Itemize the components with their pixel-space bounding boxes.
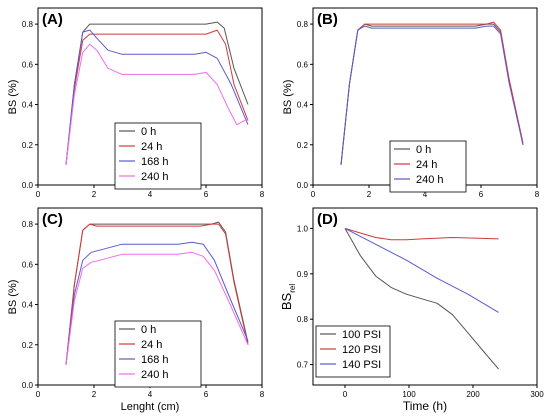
panel-b: 0 2 4 6 8 0.0 0.2 0.4 0.6 0.8 (B) BS (%) 0 h 24 h 240 …	[282, 7, 540, 199]
y-tick-label: 0.0	[297, 181, 309, 190]
panel-a: 0 2 4 6 8 0.0 0.2 0.4 0.6 0.8 (A) BS (%) 0 h 24 h 168 …	[7, 7, 265, 199]
x-tick-label: 300	[530, 390, 544, 399]
x-tick-label: 6	[204, 190, 209, 199]
panel-label: (D)	[317, 211, 338, 228]
series-line-240-h	[65, 43, 249, 165]
x-tick-label: 0	[36, 390, 41, 399]
y-tick-label: 0.2	[297, 141, 309, 150]
y-tick-label: 0.0	[22, 181, 34, 190]
legend-box	[114, 320, 202, 388]
x-tick-label: 0	[343, 390, 348, 399]
y-axis-label: BS (%)	[7, 280, 19, 315]
legend-entry: 120 PSI	[342, 344, 381, 356]
panel-label: (C)	[42, 211, 63, 228]
legend-entry: 168 h	[141, 354, 169, 366]
legend: 0 h 24 h 168 h 240 h	[114, 122, 202, 190]
x-tick-label: 2	[92, 190, 97, 199]
y-axis-label-main: BS	[279, 292, 294, 310]
x-tick-label: 2	[92, 390, 97, 399]
y-tick-label: 0.7	[297, 361, 309, 370]
x-tick-label: 6	[479, 190, 484, 199]
x-axis-label: Time (h)	[403, 399, 447, 413]
series-line-0-h	[65, 21, 249, 165]
legend-entry: 0 h	[141, 324, 156, 336]
legend: 0 h 24 h 240 h	[389, 140, 467, 193]
series-line-168-h	[65, 241, 249, 365]
y-axis-label: BSrel	[279, 284, 297, 310]
x-tick-label: 8	[260, 390, 265, 399]
legend-entry: 24 h	[416, 159, 437, 171]
y-axis-label: BS (%)	[282, 80, 294, 115]
series-line-24-h	[65, 29, 249, 165]
x-tick-label: 4	[423, 190, 428, 199]
panel-c: 0 2 4 6 8 0.0 0.2 0.4 0.6 0.8 (C) BS (%) Lenght (cm)…	[7, 207, 265, 413]
x-tick-label: 8	[260, 190, 265, 199]
x-tick-label: 0	[311, 190, 316, 199]
x-tick-label: 4	[148, 190, 153, 199]
series-line-100-psi	[344, 228, 499, 370]
y-tick-label: 0.9	[297, 270, 309, 279]
y-tick-label: 0.8	[297, 20, 309, 29]
legend-entry: 140 PSI	[342, 359, 381, 371]
y-tick-label: 0.2	[22, 141, 34, 150]
y-tick-label: 0.6	[297, 60, 309, 69]
y-tick-label: 0.6	[22, 260, 34, 269]
y-axis-label: BS (%)	[7, 80, 19, 115]
panel-label: (A)	[42, 11, 63, 28]
y-tick-label: 0.0	[22, 381, 34, 390]
y-tick-label: 0.2	[22, 341, 34, 350]
legend-entry: 240 h	[141, 171, 169, 183]
y-tick-label: 0.8	[22, 20, 34, 29]
legend: 100 PSI 120 PSI 140 PSI	[315, 325, 391, 378]
x-tick-label: 200	[466, 390, 480, 399]
legend-entry: 0 h	[416, 144, 431, 156]
x-tick-label: 8	[535, 190, 540, 199]
y-tick-label: 0.8	[297, 315, 309, 324]
legend-entry: 240 h	[416, 174, 444, 186]
series-line-120-psi	[344, 227, 499, 241]
series-line-240-h	[340, 25, 524, 165]
legend: 0 h 24 h 168 h 240 h	[114, 320, 202, 388]
y-tick-label: 0.4	[22, 301, 34, 310]
y-tick-label: 0.8	[22, 220, 34, 229]
x-tick-label: 4	[148, 390, 153, 399]
panel-d: 0 100 200 300 0.7 0.8 0.9 1.0 (D) BSrel Time (h) 10…	[279, 207, 544, 413]
series-line-24-h	[65, 223, 249, 365]
x-tick-label: 0	[36, 190, 41, 199]
plot-frame	[312, 207, 538, 386]
series-line-140-psi	[344, 227, 499, 313]
y-tick-label: 0.6	[22, 60, 34, 69]
y-axis-label-subscript: rel	[288, 284, 297, 293]
y-tick-label: 1.0	[297, 224, 309, 233]
x-tick-label: 100	[402, 390, 416, 399]
legend-entry: 24 h	[141, 141, 162, 153]
legend-box	[114, 122, 202, 190]
y-tick-label: 0.4	[297, 101, 309, 110]
series-line-168-h	[65, 29, 249, 165]
x-tick-label: 2	[367, 190, 372, 199]
legend-entry: 0 h	[141, 126, 156, 138]
y-tick-label: 0.4	[22, 101, 34, 110]
legend-entry: 240 h	[141, 369, 169, 381]
series-line-240-h	[65, 251, 249, 365]
x-axis-label: Lenght (cm)	[121, 401, 180, 413]
panel-label: (B)	[317, 11, 338, 28]
legend-entry: 168 h	[141, 156, 169, 168]
x-tick-label: 6	[204, 390, 209, 399]
legend-entry: 24 h	[141, 339, 162, 351]
legend-entry: 100 PSI	[342, 329, 381, 341]
